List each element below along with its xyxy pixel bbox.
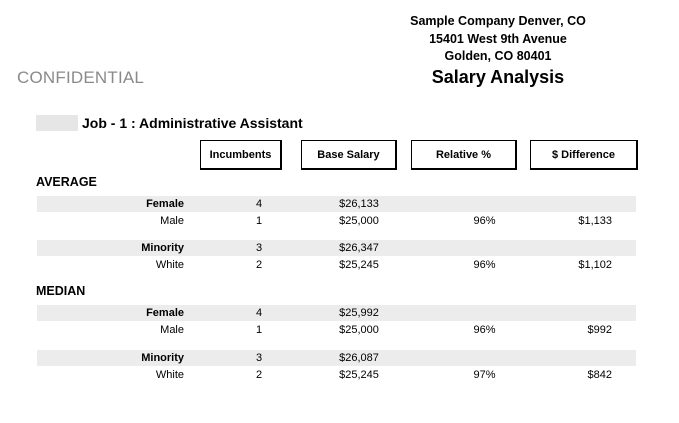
base-salary-value: $25,245 xyxy=(339,369,379,381)
relative-percent-value: 97% xyxy=(473,369,496,381)
incumbents-value: 3 xyxy=(255,352,263,364)
group-label: Female xyxy=(146,307,184,319)
column-header-incumbents[interactable]: Incumbents xyxy=(200,140,282,170)
group-label: White xyxy=(155,259,184,271)
base-salary-value: $25,245 xyxy=(339,259,379,271)
incumbents-value: 2 xyxy=(255,259,263,271)
table-row: Male 1 $25,000 96% $1,133 xyxy=(37,213,636,229)
table-row: White 2 $25,245 96% $1,102 xyxy=(37,257,636,273)
group-label: Male xyxy=(160,215,184,227)
group-label: White xyxy=(155,369,184,381)
base-salary-value: $26,347 xyxy=(339,242,379,254)
job-title: Job - 1 : Administrative Assistant xyxy=(82,115,303,131)
group-label: Minority xyxy=(141,242,184,254)
dollar-difference-value: $1,133 xyxy=(578,215,612,227)
group-label: Male xyxy=(160,324,184,336)
job-marker xyxy=(36,115,78,131)
company-name-line: Sample Company Denver, CO xyxy=(410,14,586,28)
incumbents-value: 1 xyxy=(255,215,263,227)
relative-percent-value: 96% xyxy=(473,324,496,336)
company-address-line: 15401 West 9th Avenue xyxy=(429,32,567,46)
dollar-difference-value: $842 xyxy=(587,369,612,381)
table-row: Minority 3 $26,347 xyxy=(37,240,636,256)
relative-percent-value: 96% xyxy=(473,215,496,227)
group-label: Minority xyxy=(141,352,184,364)
table-row: Male 1 $25,000 96% $992 xyxy=(37,322,636,338)
table-row: Female 4 $25,992 xyxy=(37,305,636,321)
incumbents-value: 1 xyxy=(255,324,263,336)
incumbents-value: 4 xyxy=(255,198,263,210)
dollar-difference-value: $1,102 xyxy=(578,259,612,271)
column-header-relative-percent[interactable]: Relative % xyxy=(411,140,517,170)
report-title: Salary Analysis xyxy=(431,67,565,87)
base-salary-value: $25,000 xyxy=(339,215,379,227)
table-row: Minority 3 $26,087 xyxy=(37,350,636,366)
base-salary-value: $26,087 xyxy=(339,352,379,364)
confidential-label: CONFIDENTIAL xyxy=(17,68,145,87)
group-label: Female xyxy=(146,198,184,210)
incumbents-value: 3 xyxy=(255,242,263,254)
base-salary-value: $25,000 xyxy=(339,324,379,336)
section-title-median: MEDIAN xyxy=(36,284,86,298)
dollar-difference-value: $992 xyxy=(587,324,612,336)
base-salary-value: $25,992 xyxy=(339,307,379,319)
table-row: Female 4 $26,133 xyxy=(37,196,636,212)
incumbents-value: 2 xyxy=(255,369,263,381)
relative-percent-value: 96% xyxy=(473,259,496,271)
section-title-average: AVERAGE xyxy=(36,175,97,189)
base-salary-value: $26,133 xyxy=(339,198,379,210)
incumbents-value: 4 xyxy=(255,307,263,319)
column-header-base-salary[interactable]: Base Salary xyxy=(301,140,397,170)
column-header-dollar-difference[interactable]: $ Difference xyxy=(530,140,638,170)
table-row: White 2 $25,245 97% $842 xyxy=(37,367,636,383)
company-city-line: Golden, CO 80401 xyxy=(444,49,552,63)
